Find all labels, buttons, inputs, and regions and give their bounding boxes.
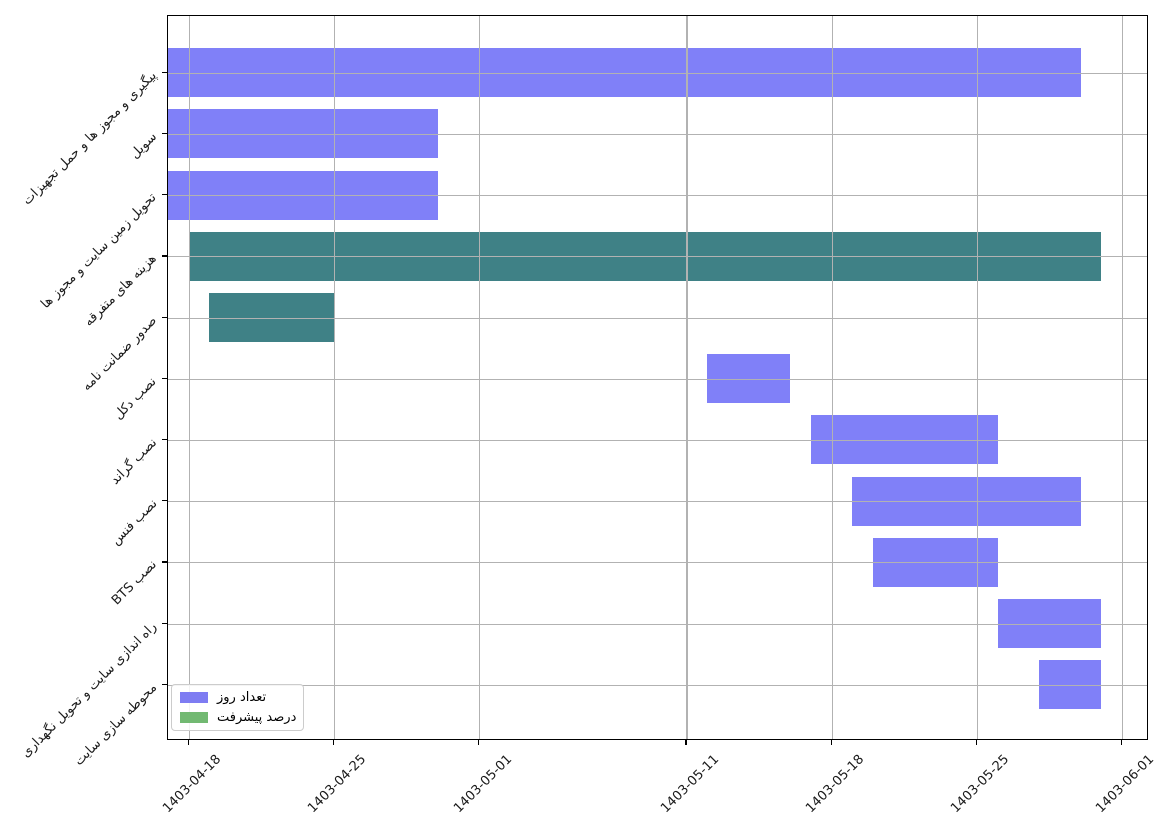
y-gridline-6: [168, 378, 1147, 380]
y-gridline-10: [168, 623, 1147, 625]
y-gridline-11: [168, 684, 1147, 686]
y-tick-mark-1: [162, 71, 167, 74]
y-gridline-9: [168, 562, 1147, 564]
x-gridline-4: [686, 16, 688, 739]
y-tick-mark-10: [162, 622, 167, 624]
x-tick-mark-3: [478, 740, 480, 745]
x-tick-label-4: 1403-05-11: [658, 752, 723, 817]
legend-item-days: تعداد روز: [180, 690, 295, 705]
y-tick-label-7: نصب گراند: [107, 435, 160, 488]
y-tick-mark-2: [162, 132, 167, 135]
y-tick-mark-8: [162, 500, 167, 502]
y-tick-mark-11: [162, 683, 167, 686]
y-tick-mark-4: [162, 255, 167, 257]
x-tick-mark-7: [1121, 740, 1123, 745]
y-gridline-1: [168, 72, 1147, 74]
y-tick-mark-7: [162, 438, 167, 441]
y-tick-label-6: نصب دکل: [111, 374, 160, 423]
x-gridline-7: [1122, 16, 1124, 739]
y-tick-mark-6: [162, 377, 167, 380]
y-gridline-8: [168, 501, 1147, 503]
y-tick-mark-3: [162, 194, 167, 196]
x-tick-mark-1: [187, 740, 190, 745]
x-tick-mark-2: [332, 740, 335, 745]
x-tick-label-3: 1403-05-01: [450, 752, 515, 817]
x-tick-mark-4: [685, 740, 687, 745]
y-gridline-7: [168, 439, 1147, 442]
legend-label-days: تعداد روز: [217, 690, 267, 705]
y-tick-label-8: نصب فنس: [107, 496, 160, 549]
x-gridline-6: [976, 16, 979, 739]
y-tick-mark-9: [162, 561, 167, 563]
y-gridline-3: [168, 195, 1147, 197]
x-gridline-1: [188, 16, 190, 739]
legend-label-progress: درصد پیشرفت: [217, 710, 297, 725]
legend: تعداد روز درصد پیشرفت: [171, 684, 304, 731]
legend-item-progress: درصد پیشرفت: [180, 710, 297, 725]
legend-swatch-progress: [180, 712, 208, 723]
x-tick-label-1: 1403-04-18: [160, 752, 225, 817]
x-tick-mark-5: [830, 740, 833, 745]
x-gridline-2: [333, 16, 336, 739]
x-tick-mark-6: [975, 740, 978, 745]
y-tick-label-2: سویل: [127, 129, 160, 162]
x-gridline-5: [831, 16, 833, 739]
y-gridline-5: [168, 317, 1147, 319]
y-gridline-2: [168, 133, 1147, 136]
x-tick-label-7: 1403-06-01: [1093, 752, 1158, 817]
y-tick-label-9: نصب BTS: [109, 557, 160, 609]
x-tick-label-6: 1403-05-25: [948, 752, 1013, 817]
y-gridline-4: [168, 256, 1147, 258]
legend-swatch-days: [180, 692, 208, 703]
y-tick-mark-5: [162, 316, 167, 318]
x-tick-label-5: 1403-05-18: [803, 752, 868, 817]
x-tick-label-2: 1403-04-25: [305, 752, 370, 817]
plot-area: [167, 15, 1148, 740]
x-gridline-3: [479, 16, 481, 739]
y-tick-label-3: تحویل زمین سایت و مجوز ها: [38, 190, 160, 312]
